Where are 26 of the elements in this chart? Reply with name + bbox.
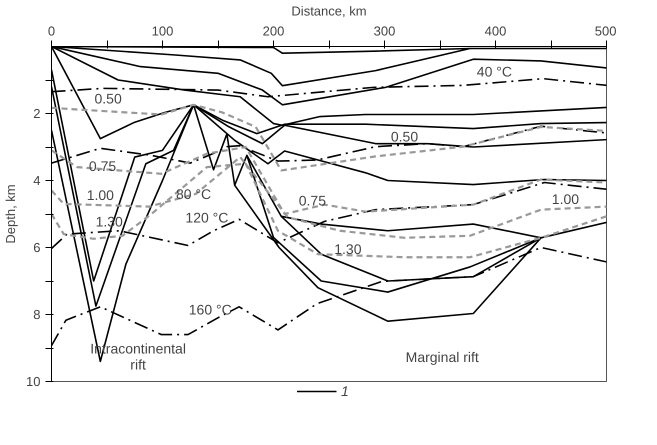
y-tick-label: 6 <box>33 240 41 255</box>
annotation: Marginal rift <box>406 349 479 366</box>
annotation: 160 °C <box>188 301 232 318</box>
x-tick-label: 400 <box>484 24 506 38</box>
annotation: 0.50 <box>94 90 122 106</box>
y-axis-title: Depth, km <box>3 184 18 244</box>
annotation: 0.75 <box>298 192 326 209</box>
x-tick-label: 100 <box>152 24 174 38</box>
annotation: 1.00 <box>86 186 114 203</box>
annotation: 0.75 <box>88 158 116 174</box>
y-tick-label: 8 <box>33 307 41 322</box>
x-tick-label: 0 <box>48 24 56 38</box>
annotation: 0.50 <box>390 128 418 144</box>
annotation: 1.30 <box>334 241 362 258</box>
x-tick-label: 200 <box>262 24 284 38</box>
annotation: 40 °C <box>476 64 512 80</box>
annotation: 80 °C <box>176 186 212 202</box>
annotation: 1.00 <box>552 190 580 207</box>
x-tick-label: 500 <box>594 24 617 38</box>
legend-label: 1 <box>341 383 350 399</box>
y-tick-label: 2 <box>33 106 41 121</box>
x-tick-label: 300 <box>374 24 396 38</box>
y-tick-label: 4 <box>33 173 41 188</box>
x-axis-title: Distance, km <box>291 4 367 18</box>
y-tick-label: 10 <box>26 374 41 389</box>
annotation: 120 °C <box>185 209 228 226</box>
